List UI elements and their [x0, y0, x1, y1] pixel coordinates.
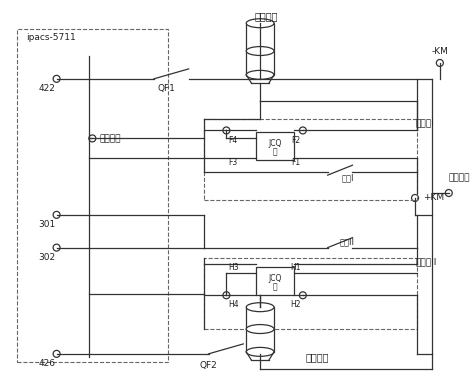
Text: F1: F1 — [292, 158, 301, 167]
Ellipse shape — [246, 303, 274, 312]
Ellipse shape — [246, 70, 274, 79]
Text: 独立电源: 独立电源 — [99, 134, 121, 143]
Circle shape — [445, 189, 452, 196]
Circle shape — [300, 127, 306, 134]
Text: 合闸线圈: 合闸线圈 — [306, 352, 329, 362]
Text: JCQ: JCQ — [268, 139, 282, 148]
Circle shape — [411, 194, 419, 201]
Bar — [246, 307, 274, 352]
Text: 合: 合 — [273, 283, 277, 292]
Circle shape — [53, 244, 60, 251]
Text: H2: H2 — [291, 300, 301, 309]
Text: 检测器II: 检测器II — [415, 257, 437, 266]
Circle shape — [300, 292, 306, 299]
Text: 422: 422 — [38, 84, 55, 93]
Text: 开关II: 开关II — [340, 237, 355, 246]
Text: 分: 分 — [273, 148, 277, 157]
Text: 301: 301 — [38, 220, 55, 229]
Text: F3: F3 — [228, 158, 237, 167]
Text: 检测器I: 检测器I — [415, 118, 434, 127]
Bar — [203, 258, 417, 329]
Text: 独立电源: 独立电源 — [449, 173, 470, 183]
Text: 302: 302 — [38, 253, 55, 262]
Circle shape — [223, 127, 230, 134]
Text: ipacs-5711: ipacs-5711 — [26, 33, 75, 42]
Text: 426: 426 — [38, 359, 55, 368]
Bar — [246, 23, 274, 75]
Text: F4: F4 — [228, 136, 237, 145]
Circle shape — [53, 75, 60, 82]
Ellipse shape — [246, 19, 274, 28]
Bar — [256, 267, 294, 295]
Text: +KM: +KM — [423, 194, 444, 203]
Circle shape — [53, 350, 60, 357]
Text: H4: H4 — [228, 300, 239, 309]
Bar — [203, 119, 417, 200]
Circle shape — [53, 211, 60, 218]
Text: 开关I: 开关I — [341, 173, 354, 183]
Circle shape — [89, 135, 96, 142]
Text: JCQ: JCQ — [268, 274, 282, 283]
Text: H3: H3 — [228, 263, 239, 272]
Text: F2: F2 — [292, 136, 301, 145]
Ellipse shape — [246, 47, 274, 55]
Text: H1: H1 — [291, 263, 301, 272]
Ellipse shape — [246, 347, 274, 356]
Bar — [256, 132, 294, 160]
Bar — [17, 29, 168, 362]
Text: QF2: QF2 — [200, 361, 218, 370]
Circle shape — [437, 59, 443, 66]
Ellipse shape — [246, 325, 274, 334]
Text: QF1: QF1 — [158, 84, 176, 93]
Text: -KM: -KM — [431, 47, 448, 55]
Circle shape — [223, 292, 230, 299]
Text: 分闸线圈: 分闸线圈 — [255, 11, 278, 21]
